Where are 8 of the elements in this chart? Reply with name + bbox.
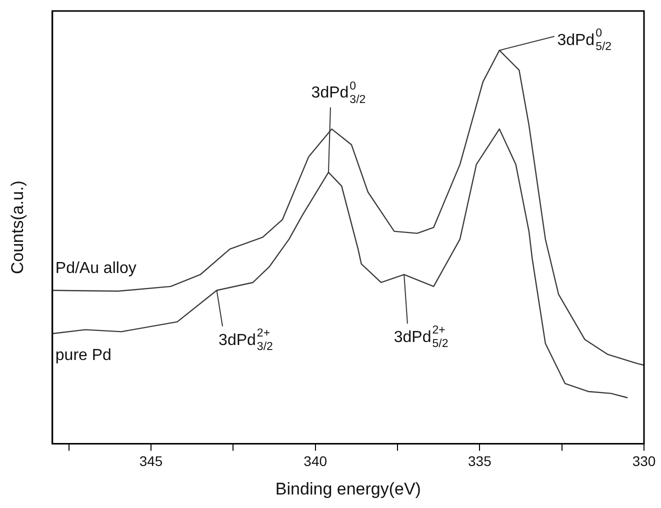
x-tick-label: 345 bbox=[139, 453, 163, 470]
y-axis-title: Counts(a.u.) bbox=[8, 180, 27, 274]
x-tick-label: 330 bbox=[632, 453, 656, 470]
x-axis-title: Binding energy(eV) bbox=[275, 479, 421, 498]
series-label: Pd/Au alloy bbox=[55, 260, 136, 277]
series-label: pure Pd bbox=[55, 347, 112, 364]
x-tick-label: 340 bbox=[304, 453, 328, 470]
x-tick-label: 335 bbox=[468, 453, 492, 470]
